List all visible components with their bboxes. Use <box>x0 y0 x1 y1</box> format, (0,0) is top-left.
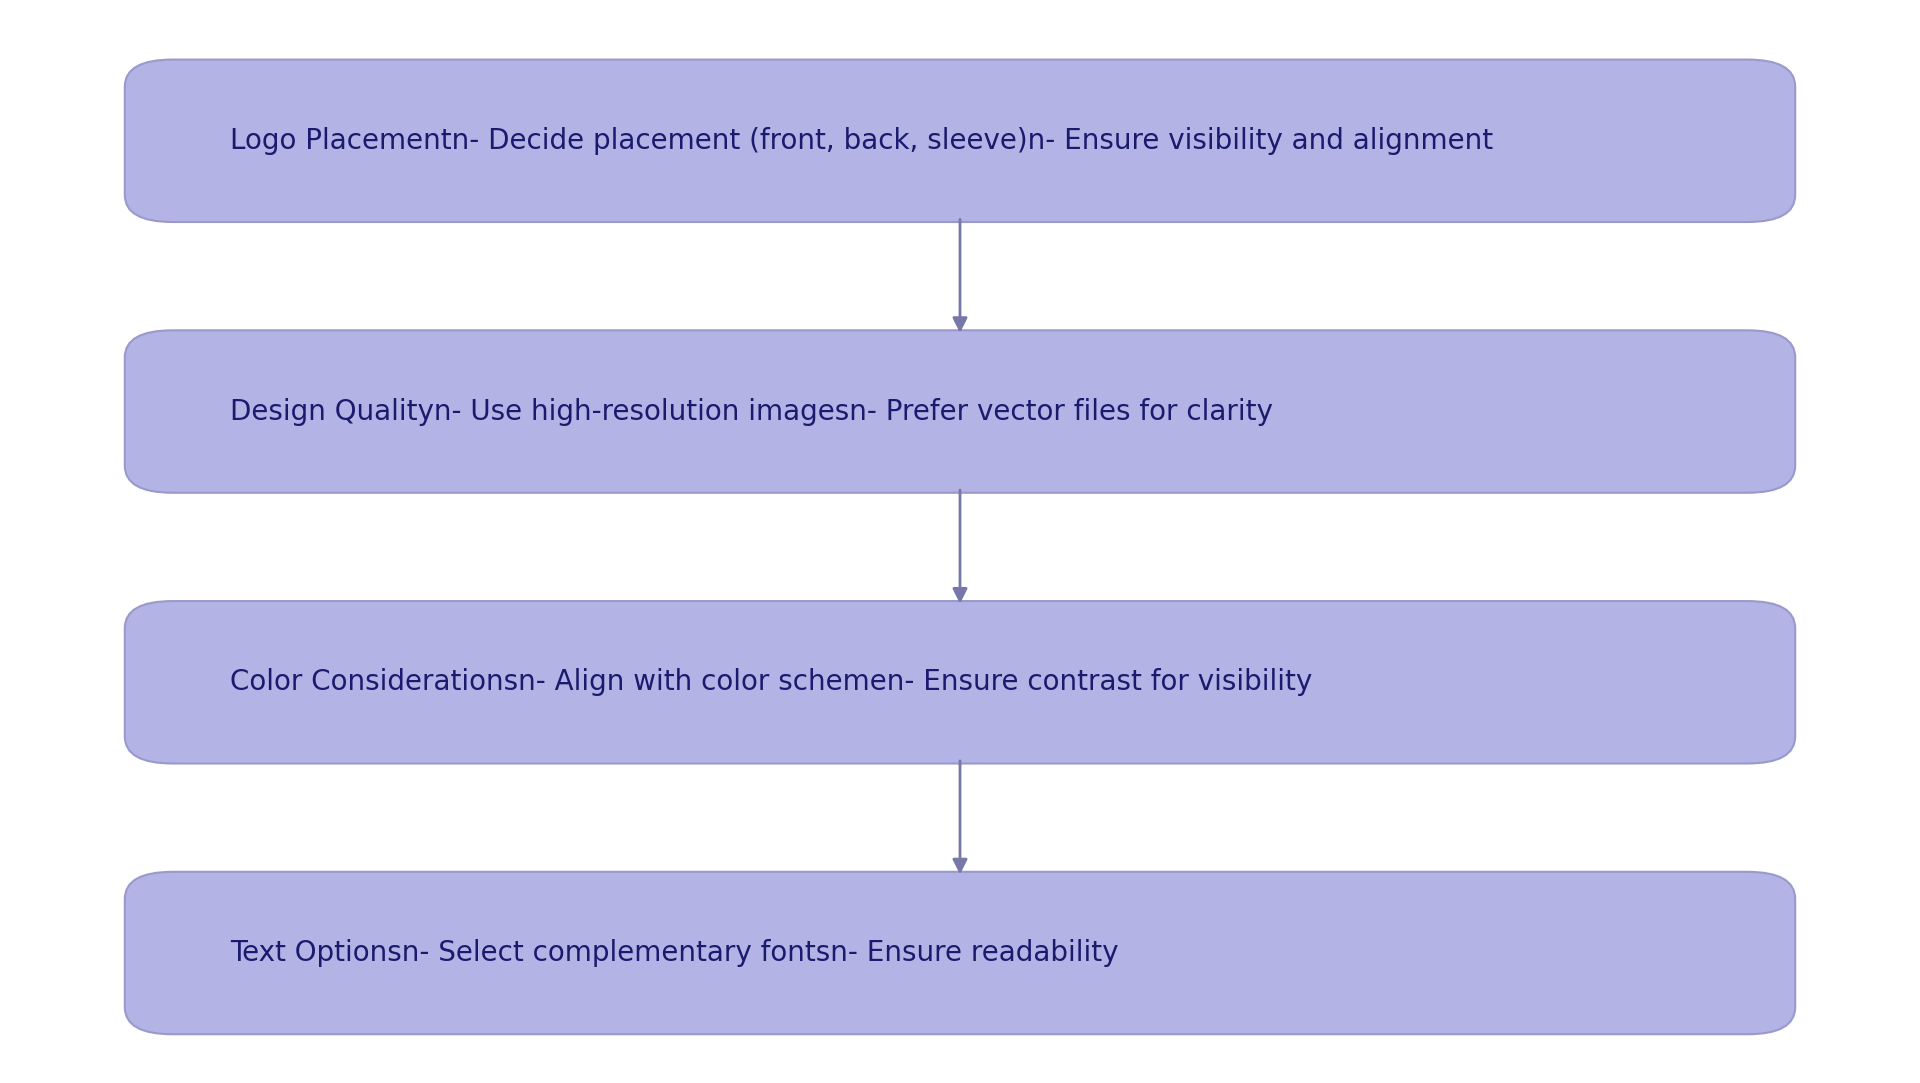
Text: Text Optionsn- Select complementary fontsn- Ensure readability: Text Optionsn- Select complementary font… <box>230 939 1119 967</box>
FancyBboxPatch shape <box>125 601 1795 764</box>
FancyBboxPatch shape <box>125 330 1795 493</box>
FancyBboxPatch shape <box>125 872 1795 1034</box>
FancyBboxPatch shape <box>125 60 1795 222</box>
Text: Color Considerationsn- Align with color schemen- Ensure contrast for visibility: Color Considerationsn- Align with color … <box>230 668 1313 696</box>
Text: Design Qualityn- Use high-resolution imagesn- Prefer vector files for clarity: Design Qualityn- Use high-resolution ima… <box>230 397 1273 426</box>
Text: Logo Placementn- Decide placement (front, back, sleeve)n- Ensure visibility and : Logo Placementn- Decide placement (front… <box>230 127 1494 155</box>
